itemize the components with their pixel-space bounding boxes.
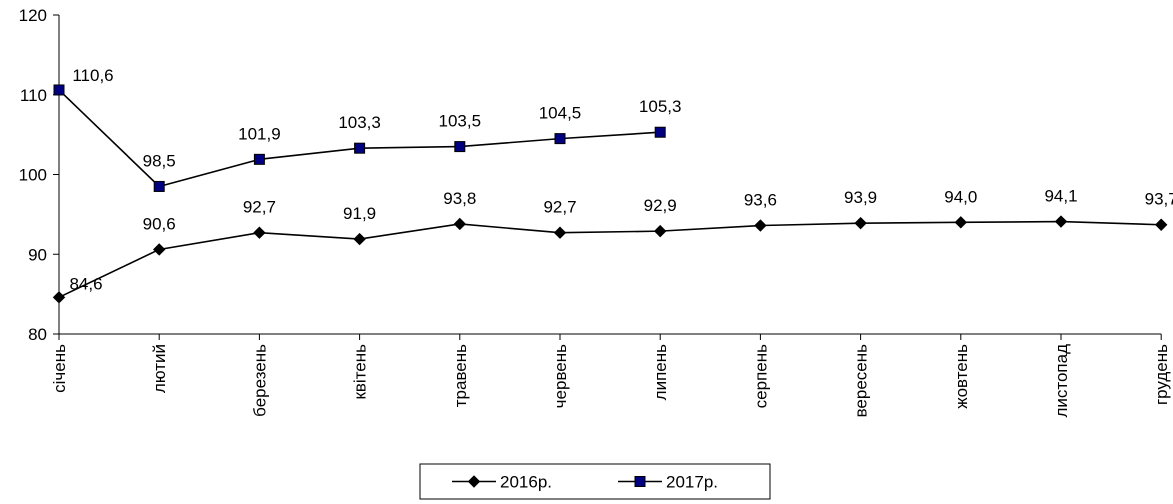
- legend: 2016р. 2017р.: [419, 463, 771, 500]
- x-tick-label: квітень: [351, 344, 370, 400]
- data-label-1-6: 105,3: [639, 97, 682, 116]
- data-label-1-4: 103,5: [439, 112, 482, 131]
- data-point-0-7: [754, 219, 767, 232]
- data-point-0-0: [52, 291, 66, 304]
- x-tick-label: лютий: [150, 344, 169, 393]
- data-label-0-7: 93,6: [744, 191, 777, 210]
- data-label-0-8: 93,9: [844, 188, 877, 207]
- data-label-0-0: 84,6: [69, 274, 102, 293]
- y-tick-label: 120: [19, 6, 47, 25]
- x-tick-label: липень: [651, 344, 670, 400]
- legend-marker-1: [634, 476, 646, 487]
- data-point-0-3: [353, 232, 366, 246]
- x-tick-label: травень: [451, 344, 470, 407]
- data-label-0-3: 91,9: [343, 204, 376, 223]
- data-point-1-2: [253, 153, 265, 165]
- data-point-0-10: [1054, 215, 1068, 228]
- data-point-0-11: [1154, 218, 1168, 231]
- data-label-1-5: 104,5: [539, 104, 582, 123]
- x-tick-label: жовтень: [952, 344, 971, 409]
- data-label-0-2: 92,7: [243, 198, 276, 217]
- data-point-0-5: [553, 226, 567, 239]
- x-tick-label: червень: [551, 344, 570, 408]
- x-tick-label: листопад: [1052, 344, 1071, 418]
- legend-marker-0: [467, 475, 481, 488]
- axes: 80 90 100 110 120 січень лютий березень квітень т…: [19, 6, 1172, 418]
- data-label-0-10: 94,1: [1044, 187, 1077, 206]
- data-label-1-2: 101,9: [238, 124, 281, 143]
- data-label-0-11: 93,7: [1145, 190, 1173, 209]
- data-point-0-1: [152, 243, 166, 256]
- x-tick-label: серпень: [751, 344, 770, 408]
- data-label-1-0: 110,6: [72, 66, 113, 85]
- data-point-1-1: [153, 180, 165, 192]
- data-label-1-3: 103,3: [338, 113, 381, 132]
- x-tick-label: січень: [50, 344, 69, 393]
- y-tick-label: 80: [28, 325, 47, 344]
- legend-label-1: 2017р.: [666, 473, 718, 492]
- y-tick-label: 100: [19, 166, 47, 185]
- data-point-0-2: [253, 226, 266, 239]
- data-point-0-8: [854, 216, 867, 230]
- data-labels: 84,6 90,6 92,7 91,9 93,8 92,7 92,9 93,6 93,9 94,0…: [69, 66, 1173, 293]
- data-label-0-6: 92,9: [644, 196, 677, 215]
- data-point-0-9: [954, 216, 968, 229]
- x-tick-label: березень: [250, 344, 269, 417]
- data-point-1-4: [454, 141, 466, 153]
- x-tick-label: вересень: [852, 344, 871, 418]
- series-layer: [52, 84, 1168, 304]
- data-label-0-4: 93,8: [443, 189, 476, 208]
- data-label-0-1: 90,6: [143, 214, 176, 233]
- data-point-0-4: [453, 217, 467, 231]
- data-point-0-6: [653, 224, 667, 238]
- data-point-1-3: [354, 142, 366, 154]
- data-label-0-9: 94,0: [944, 187, 977, 206]
- data-point-1-6: [654, 126, 666, 138]
- legend-label-0: 2016р.: [500, 473, 552, 492]
- series-line-0: [58, 220, 1162, 299]
- data-point-1-0: [53, 84, 65, 96]
- data-label-1-1: 98,5: [143, 151, 176, 170]
- y-tick-label: 110: [20, 86, 47, 105]
- data-point-1-5: [554, 133, 566, 145]
- x-tick-label: грудень: [1152, 344, 1171, 405]
- y-tick-label: 90: [28, 245, 47, 264]
- data-label-0-5: 92,7: [543, 198, 576, 217]
